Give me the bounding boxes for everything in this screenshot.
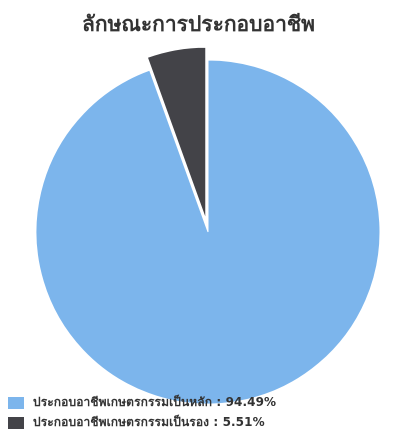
- legend-label-secondary: ประกอบอาชีพเกษตรกรรมเป็นรอง : 5.51%: [33, 415, 265, 429]
- pie-slice-primary[interactable]: [35, 59, 381, 405]
- legend-label-primary: ประกอบอาชีพเกษตรกรรมเป็นหลัก : 94.49%: [33, 395, 277, 409]
- pie-slices: [35, 46, 381, 405]
- legend-swatch-secondary: [8, 416, 24, 429]
- legend-item-secondary[interactable]: ประกอบอาชีพเกษตรกรรมเป็นรอง : 5.51%: [8, 413, 393, 432]
- legend-item-primary[interactable]: ประกอบอาชีพเกษตรกรรมเป็นหลัก : 94.49%: [8, 393, 393, 412]
- pie-slice-secondary[interactable]: [146, 46, 207, 220]
- chart-title: ลักษณะการประกอบอาชีพ: [81, 12, 316, 36]
- chart-legend: ประกอบอาชีพเกษตรกรรมเป็นหลัก : 94.49% ปร…: [8, 393, 393, 433]
- legend-swatch-primary: [8, 396, 24, 409]
